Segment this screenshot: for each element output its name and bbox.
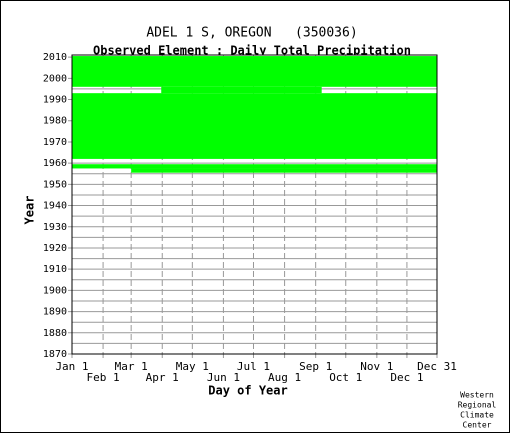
x-tick-label: Feb 1 bbox=[87, 371, 120, 384]
y-tick-label: 1930 bbox=[43, 222, 67, 233]
credit: Western bbox=[460, 391, 494, 400]
x-tick-label: Jul 1 bbox=[237, 360, 270, 373]
x-tick-label: Aug 1 bbox=[268, 371, 301, 384]
x-tick-label: Apr 1 bbox=[146, 371, 179, 384]
y-tick-label: 1940 bbox=[43, 201, 67, 212]
y-tick-label: 1900 bbox=[43, 285, 67, 296]
y-tick-label: 1890 bbox=[43, 307, 67, 318]
credit: Regional bbox=[458, 401, 497, 410]
data-coverage bbox=[72, 93, 437, 159]
x-tick-label: Nov 1 bbox=[360, 360, 393, 373]
y-tick-label: 1970 bbox=[43, 137, 67, 148]
x-axis-label: Day of Year bbox=[208, 384, 287, 398]
y-tick-label: 1980 bbox=[43, 116, 67, 127]
credit: Climate bbox=[460, 411, 494, 420]
chart-subtitle: Observed Element : Daily Total Precipita… bbox=[93, 44, 411, 58]
x-tick-label: May 1 bbox=[176, 360, 209, 373]
y-tick-label: 1870 bbox=[43, 349, 67, 360]
x-tick-label: Dec 1 bbox=[390, 371, 423, 384]
x-tick-label: Jun 1 bbox=[207, 371, 240, 384]
y-tick-label: 1920 bbox=[43, 243, 67, 254]
x-tick-label: Mar 1 bbox=[115, 360, 148, 373]
x-tick-label: Dec 31 bbox=[417, 360, 457, 373]
data-coverage bbox=[131, 168, 437, 173]
y-axis-label: Year bbox=[23, 196, 37, 225]
data-coverage bbox=[72, 56, 437, 87]
y-tick-label: 2010 bbox=[43, 52, 67, 63]
credit: Center bbox=[463, 421, 492, 430]
y-tick-label: 1950 bbox=[43, 179, 67, 190]
x-tick-label: Jan 1 bbox=[55, 360, 88, 373]
y-tick-label: 1910 bbox=[43, 264, 67, 275]
y-tick-label: 1960 bbox=[43, 158, 67, 169]
y-tick-label: 1990 bbox=[43, 95, 67, 106]
chart-title: ADEL 1 S, OREGON (350036) bbox=[146, 26, 357, 41]
x-tick-label: Oct 1 bbox=[329, 371, 362, 384]
data-coverage bbox=[72, 164, 437, 169]
data-coverage bbox=[161, 86, 322, 94]
y-tick-label: 2000 bbox=[43, 73, 67, 84]
plot-border bbox=[71, 54, 438, 355]
y-tick-label: 1880 bbox=[43, 328, 67, 339]
x-tick-label: Sep 1 bbox=[299, 360, 332, 373]
